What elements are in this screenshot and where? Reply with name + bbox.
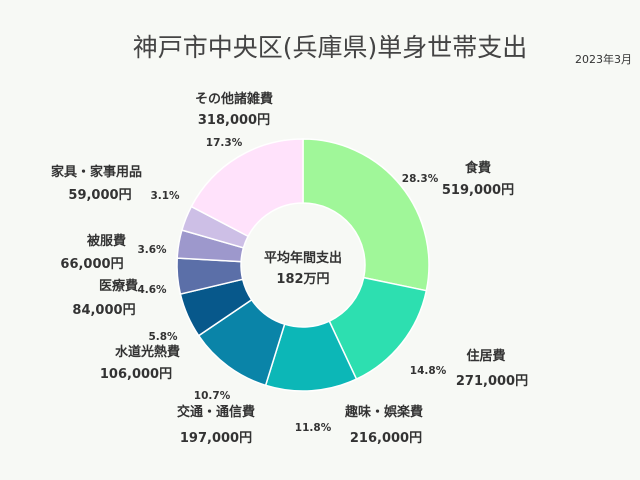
slice-misc bbox=[190, 138, 304, 238]
category-label-utilities: 水道光熱費 bbox=[115, 344, 180, 360]
percent-label-misc: 17.3% bbox=[206, 137, 243, 149]
value-label-medical: 84,000円 bbox=[72, 303, 135, 318]
category-label-transport: 交通・通信費 bbox=[177, 404, 255, 420]
center-value: 182万円 bbox=[276, 272, 329, 287]
value-label-food: 519,000円 bbox=[442, 183, 514, 198]
percent-label-food: 28.3% bbox=[402, 173, 439, 185]
percent-label-utilities: 5.8% bbox=[148, 331, 178, 343]
slices-group bbox=[176, 138, 430, 392]
value-label-furniture: 59,000円 bbox=[68, 188, 131, 203]
category-label-furniture: 家具・家事用品 bbox=[51, 164, 142, 180]
value-label-utilities: 106,000円 bbox=[100, 367, 172, 382]
percent-label-hobby: 11.8% bbox=[295, 422, 332, 434]
category-label-medical: 医療費 bbox=[99, 278, 138, 294]
category-label-clothing: 被服費 bbox=[86, 233, 126, 249]
value-label-misc: 318,000円 bbox=[198, 113, 270, 128]
percent-label-furniture: 3.1% bbox=[150, 190, 180, 202]
category-label-hobby: 趣味・娯楽費 bbox=[344, 404, 423, 420]
value-label-hobby: 216,000円 bbox=[350, 431, 422, 446]
center-label: 平均年間支出 bbox=[264, 250, 342, 266]
category-label-housing: 住居費 bbox=[466, 348, 505, 364]
percent-label-housing: 14.8% bbox=[410, 365, 447, 377]
category-label-food: 食費 bbox=[465, 160, 491, 176]
category-label-misc: その他諸雑費 bbox=[195, 91, 273, 107]
slice-food bbox=[302, 138, 430, 292]
chart-date: 2023年3月 bbox=[575, 52, 632, 66]
percent-label-clothing: 3.6% bbox=[137, 244, 167, 256]
percent-label-medical: 4.6% bbox=[137, 284, 167, 296]
value-label-clothing: 66,000円 bbox=[60, 257, 123, 272]
chart-title: 神戸市中央区(兵庫県)単身世帯支出 bbox=[133, 33, 528, 62]
value-label-transport: 197,000円 bbox=[180, 431, 252, 446]
percent-label-transport: 10.7% bbox=[194, 390, 231, 402]
value-label-housing: 271,000円 bbox=[456, 374, 528, 389]
